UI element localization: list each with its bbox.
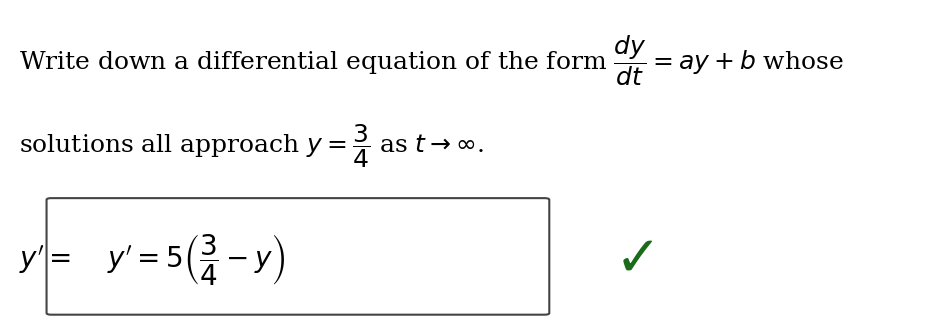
Text: solutions all approach $y = \dfrac{3}{4}$ as $t \to \infty$.: solutions all approach $y = \dfrac{3}{4}… [19, 123, 483, 170]
Text: $\checkmark$: $\checkmark$ [614, 233, 653, 287]
FancyBboxPatch shape [47, 198, 549, 315]
Text: $y' =$: $y' =$ [19, 243, 71, 276]
Text: $y' = 5\left(\dfrac{3}{4} - y\right)$: $y' = 5\left(\dfrac{3}{4} - y\right)$ [107, 232, 286, 287]
Text: Write down a differential equation of the form $\dfrac{dy}{dt} = ay + b$ whose: Write down a differential equation of th… [19, 33, 843, 88]
